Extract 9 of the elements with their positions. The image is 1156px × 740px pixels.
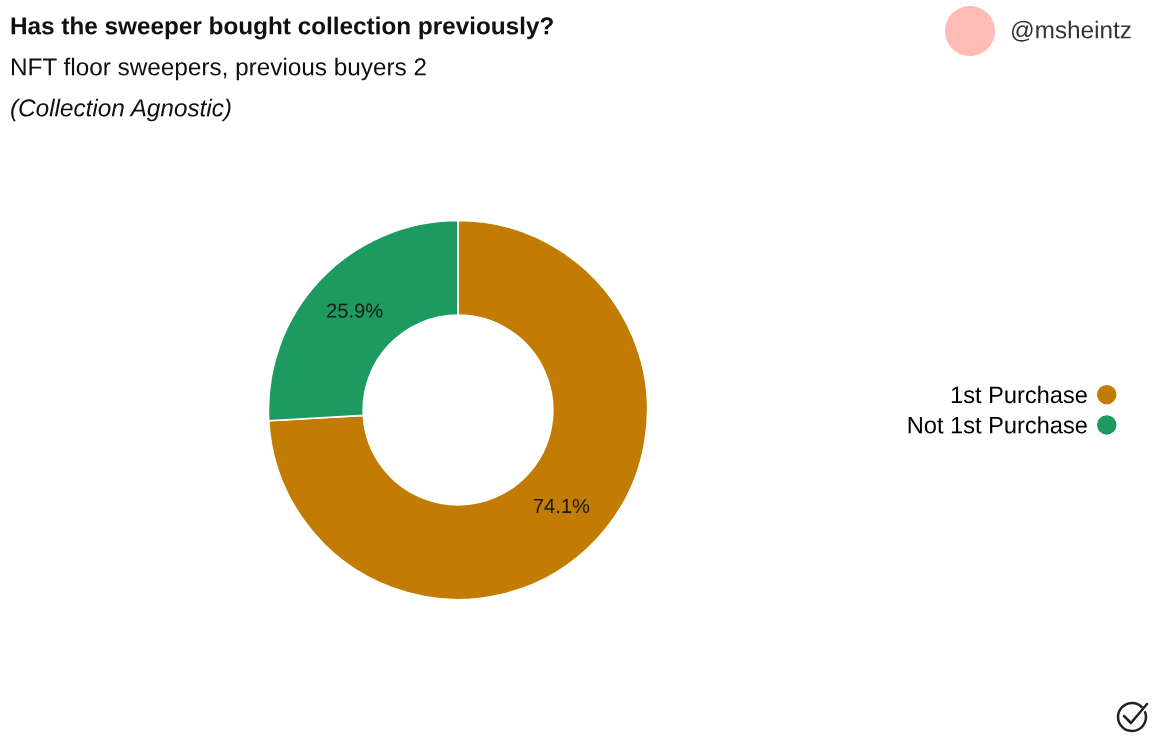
text: (Collection Agnostic) [11,98,231,122]
donut-slice [267,219,649,601]
legend-label: 1st Purchase [951,385,1087,404]
text: @msheintz [1011,20,1131,42]
data-label: 25.9% [327,303,383,318]
chart-title: Has the sweeper bought collection previously? [11,16,553,40]
legend-label: Not 1st Purchase [908,416,1087,434]
data-label: 74.1% [533,498,590,513]
chart-subtitle: NFT floor sweepers, previous buyers 2 [11,57,426,81]
